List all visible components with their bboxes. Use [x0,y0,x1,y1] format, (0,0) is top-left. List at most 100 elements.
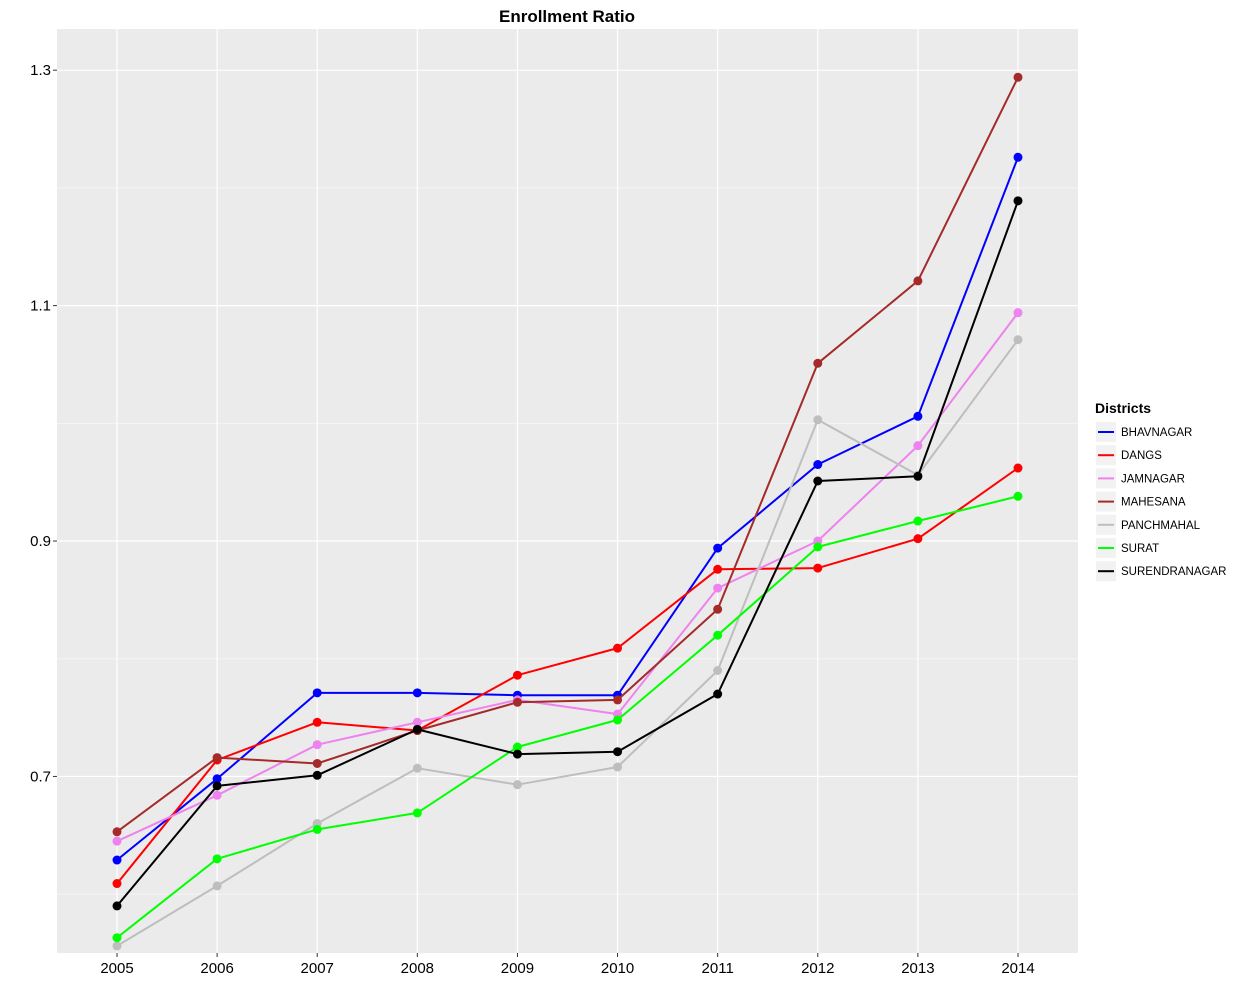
data-point-surendranagar [713,689,723,699]
x-tick-label: 2013 [901,960,934,977]
data-point-panchmahal [112,941,122,951]
x-tick-label: 2007 [301,960,334,977]
data-point-jamnagar [212,790,222,800]
legend-item-surat: SURAT [1096,538,1159,558]
y-tick-label: 0.9 [30,533,51,550]
series-line-dangs [116,467,1019,885]
legend-label: DANGS [1121,450,1162,462]
data-point-jamnagar [913,441,923,451]
legend-label: BHAVNAGAR [1121,427,1192,439]
data-point-jamnagar [112,836,122,846]
series-line-mahesana [116,76,1019,833]
data-point-dangs [713,564,723,574]
y-axis: 0.7 0.9 1.1 1.3 [30,62,57,785]
series-line-surendranagar [116,200,1019,907]
data-point-dangs [913,534,923,544]
data-point-jamnagar [1013,308,1023,318]
data-point-panchmahal [212,881,222,891]
data-point-surendranagar [312,770,322,780]
x-axis: 2005 2006 2007 2008 2009 2010 2011 2012 2013 2014 [100,953,1035,977]
data-point-mahesana [713,604,723,614]
plot-panel [57,29,1078,953]
data-point-surendranagar [212,781,222,791]
grid-lines [57,29,1078,953]
data-point-mahesana [512,697,522,707]
legend-label: JAMNAGAR [1121,473,1185,485]
legend-item-dangs: DANGS [1096,445,1162,466]
data-point-bhavnagar [913,411,923,421]
data-point-surendranagar [613,747,623,757]
data-point-bhavnagar [312,688,322,698]
legend-item-mahesana: MAHESANA [1096,491,1186,512]
legend-title: Districts [1095,400,1151,416]
data-point-dangs [813,563,823,573]
x-tick-label: 2005 [100,960,133,977]
data-point-panchmahal [613,762,623,772]
series-jamnagar [112,308,1023,846]
data-point-panchmahal [1013,335,1023,345]
data-point-surat [412,808,422,818]
data-point-dangs [613,643,623,653]
data-point-mahesana [212,753,222,763]
data-point-panchmahal [412,763,422,773]
series-line-jamnagar [116,312,1019,843]
series-surendranagar [112,196,1023,911]
data-point-surat [212,854,222,864]
x-tick-label: 2006 [200,960,233,977]
data-point-surat [112,933,122,943]
legend-label: PANCHMAHAL [1121,520,1201,532]
legend-label: SURENDRANAGAR [1121,566,1226,578]
x-tick-label: 2009 [501,960,534,977]
series-line-panchmahal [116,339,1019,947]
series-line-bhavnagar [116,156,1019,861]
data-point-bhavnagar [412,688,422,698]
series-line-surat [116,495,1019,939]
data-point-dangs [1013,463,1023,473]
legend-label: SURAT [1121,543,1159,555]
data-point-surendranagar [412,724,422,734]
legend-item-jamnagar: JAMNAGAR [1096,468,1185,489]
series-surat [112,491,1023,943]
data-point-jamnagar [412,717,422,727]
legend-item-panchmahal: PANCHMAHAL [1096,514,1201,535]
data-point-dangs [112,879,122,889]
data-point-surat [312,824,322,834]
data-point-mahesana [312,758,322,768]
legend: Districts BHAVNAGAR DANGS JAMNAGAR MAHESANA… [1095,400,1226,582]
data-point-bhavnagar [813,460,823,470]
data-point-jamnagar [312,740,322,750]
data-point-mahesana [1013,72,1023,82]
legend-item-bhavnagar: BHAVNAGAR [1096,422,1192,442]
chart-title: Enrollment Ratio [499,7,635,26]
data-point-mahesana [112,827,122,837]
data-point-dangs [512,670,522,680]
data-point-surat [613,715,623,725]
y-tick-label: 1.1 [30,298,51,315]
legend-label: MAHESANA [1121,497,1186,509]
data-point-panchmahal [713,666,723,676]
data-point-bhavnagar [212,774,222,784]
series-lines [112,72,1023,951]
data-point-panchmahal [813,415,823,425]
data-point-bhavnagar [713,543,723,553]
data-point-bhavnagar [112,855,122,865]
data-point-surendranagar [913,471,923,481]
x-tick-label: 2011 [702,960,734,977]
data-point-surat [813,542,823,552]
data-point-surendranagar [112,901,122,911]
x-tick-label: 2010 [601,960,634,977]
x-tick-label: 2014 [1001,960,1034,977]
x-tick-label: 2008 [401,960,434,977]
legend-item-surendranagar: SURENDRANAGAR [1096,561,1226,582]
data-point-jamnagar [713,583,723,593]
data-point-surendranagar [1013,196,1023,206]
data-point-surat [913,516,923,526]
data-point-surat [1013,491,1023,501]
data-point-surendranagar [813,476,823,486]
series-panchmahal [112,335,1023,951]
y-tick-label: 0.7 [30,768,51,785]
data-point-surendranagar [512,749,522,759]
data-point-bhavnagar [1013,152,1023,162]
data-point-panchmahal [512,780,522,790]
